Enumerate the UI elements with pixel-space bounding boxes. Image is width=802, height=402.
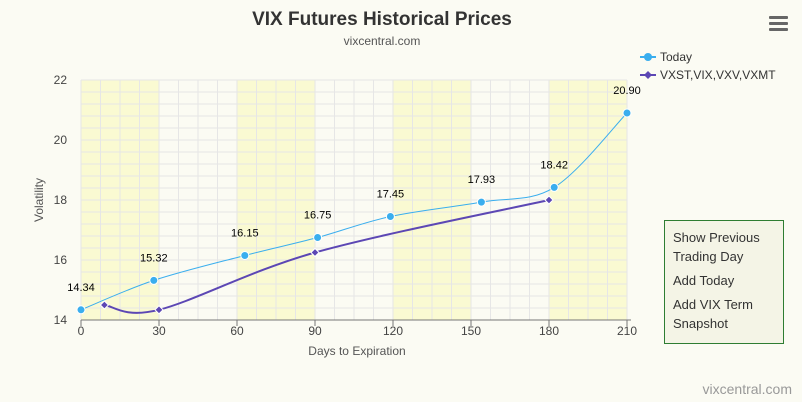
legend-label: VXST,VIX,VXV,VXMT (660, 68, 776, 82)
legend-label: Today (660, 50, 692, 64)
x-tick-label: 210 (617, 324, 637, 338)
data-point (240, 251, 250, 260)
data-point (310, 247, 320, 258)
legend-marker (644, 53, 652, 61)
data-point (385, 212, 395, 221)
data-point (313, 233, 323, 242)
legend: Today VXST,VIX,VXV,VXMT (640, 50, 776, 82)
y-tick-label: 22 (54, 73, 68, 87)
data-label: 20.90 (613, 85, 641, 97)
x-tick-label: 30 (152, 324, 166, 338)
data-point (149, 275, 159, 285)
y-tick-label: 16 (54, 253, 68, 267)
add-today-link[interactable]: Add Today (673, 273, 735, 288)
data-label: 15.32 (140, 252, 168, 264)
hamburger-menu-icon[interactable] (769, 16, 788, 32)
chart-subtitle: vixcentral.com (344, 34, 421, 48)
data-label: 17.45 (377, 189, 405, 201)
data-point (76, 305, 86, 315)
grid-lines (80, 79, 628, 321)
x-tick-label: 120 (383, 324, 403, 338)
series-layer (76, 108, 632, 315)
y-tick-label: 14 (54, 313, 68, 327)
data-point (476, 197, 486, 207)
x-tick-label: 180 (539, 324, 559, 338)
series-line (104, 199, 550, 314)
x-tick-label: 150 (461, 324, 481, 338)
y-axis-title: Volatility (32, 178, 46, 222)
add-vix-term-snapshot-link[interactable]: Add VIX Term Snapshot (673, 297, 753, 331)
data-label: 16.75 (304, 210, 332, 222)
data-point (154, 305, 164, 315)
legend-marker (644, 71, 652, 79)
data-point (549, 182, 559, 192)
footer-credit: vixcentral.com (702, 381, 792, 397)
y-tick-label: 20 (54, 133, 68, 147)
data-label: 17.93 (468, 174, 496, 186)
options-panel: Show Previous Trading Day Add Today Add … (664, 220, 784, 344)
axes: 0 30 60 90 120 150 180 210 14 16 18 20 22 (54, 73, 638, 338)
x-tick-label: 60 (230, 324, 244, 338)
data-point (544, 195, 554, 205)
y-tick-label: 18 (54, 193, 68, 207)
data-point (622, 108, 632, 118)
data-labels: 14.34 15.32 16.15 16.75 17.45 17.93 18.42 20.90 (67, 85, 641, 294)
x-tick-label: 90 (308, 324, 322, 338)
show-previous-trading-day-link[interactable]: Show Previous Trading Day (673, 230, 760, 264)
data-label: 18.42 (540, 159, 568, 171)
data-point (99, 300, 110, 310)
chart-title: VIX Futures Historical Prices (252, 9, 512, 30)
data-label: 16.15 (231, 228, 259, 240)
data-label: 14.34 (67, 282, 95, 294)
x-tick-label: 0 (78, 324, 85, 338)
x-axis-title: Days to Expiration (308, 344, 405, 358)
